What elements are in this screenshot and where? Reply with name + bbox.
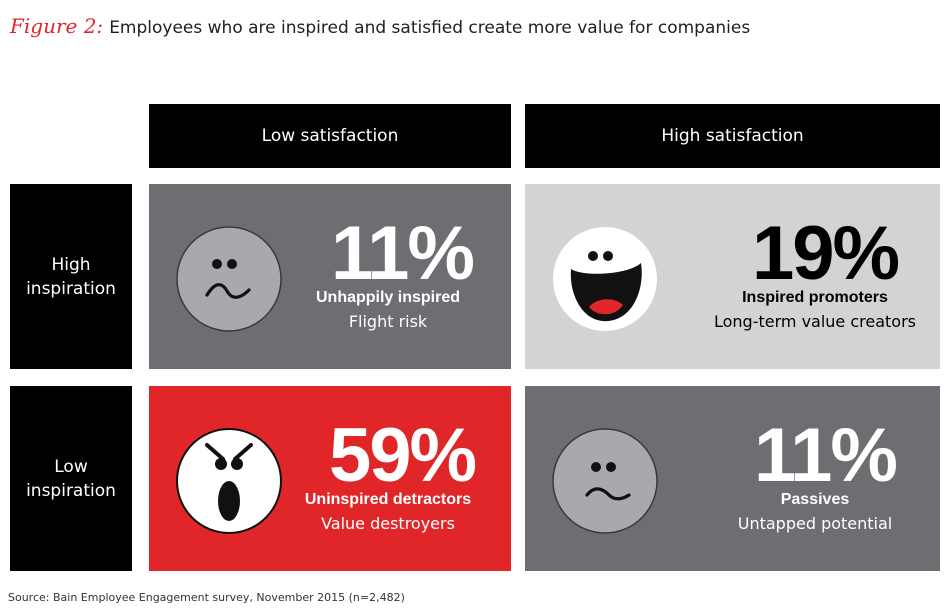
segment-sublabel: Long-term value creators — [713, 312, 916, 331]
face-disc — [552, 428, 658, 534]
percent-value: 19% — [751, 211, 900, 296]
segment-label: Inspired promoters — [742, 289, 888, 306]
row-header-line2: inspiration — [26, 480, 116, 501]
row-header-low-inspiration: Low inspiration — [10, 386, 132, 571]
row-header-line2: inspiration — [26, 278, 116, 299]
segment-sublabel: Flight risk — [348, 312, 428, 331]
chart-title: Figure 2: Employees who are inspired and … — [10, 14, 750, 38]
happy-face-icon — [553, 227, 657, 331]
cell-passives: 11% Passives Untapped potential — [525, 386, 940, 571]
row-header-high-inspiration: High inspiration — [10, 184, 132, 369]
segment-label: Unhappily inspired — [315, 289, 460, 306]
cell-unhappily-inspired: 11% Unhappily inspired Flight risk — [149, 184, 511, 369]
figure-label: Figure 2: — [10, 14, 104, 38]
title-text: Employees who are inspired and satisfied… — [109, 18, 751, 38]
row-header-line1: High — [51, 254, 91, 275]
column-header-low-satisfaction: Low satisfaction — [149, 104, 511, 168]
segment-sublabel: Untapped potential — [737, 514, 893, 533]
source-note: Source: Bain Employee Engagement survey,… — [8, 591, 405, 604]
segment-sublabel: Value destroyers — [321, 514, 455, 533]
face-disc — [176, 226, 282, 332]
unhappy-face-icon — [176, 226, 282, 332]
angry-face-icon — [176, 428, 282, 534]
segment-label: Uninspired detractors — [304, 491, 472, 508]
percent-value: 11% — [331, 211, 475, 296]
percent-value: 59% — [328, 413, 477, 498]
column-header-high-satisfaction: High satisfaction — [525, 104, 940, 168]
cell-uninspired-detractors: 59% Uninspired detractors Value destroye… — [149, 386, 511, 571]
percent-value: 11% — [754, 413, 898, 498]
segment-label: Passives — [780, 491, 850, 508]
row-header-line1: Low — [54, 456, 88, 477]
neutral-face-icon — [552, 428, 658, 534]
cell-inspired-promoters: 19% Inspired promoters Long-term value c… — [525, 184, 940, 369]
